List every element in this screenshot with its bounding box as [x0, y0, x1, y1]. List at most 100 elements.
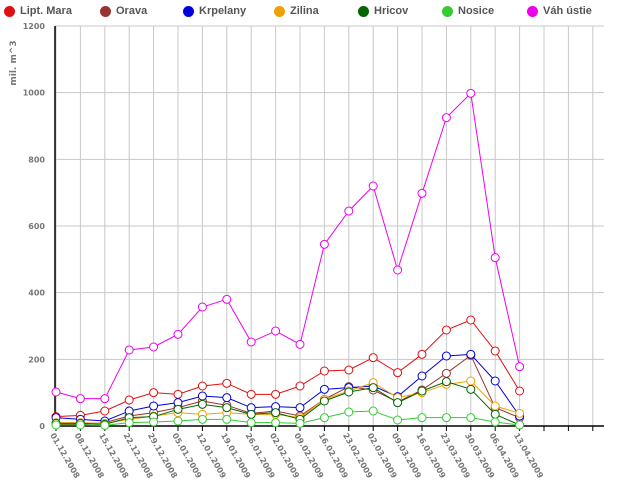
data-point [393, 398, 403, 408]
data-point [100, 394, 110, 404]
legend-item: Hricov [358, 4, 408, 18]
data-point [295, 339, 305, 349]
legend-label: Lipt. Mara [20, 5, 72, 17]
data-point [368, 181, 378, 191]
data-point [222, 393, 232, 403]
data-point [246, 409, 256, 419]
data-point [124, 418, 134, 428]
data-point [319, 366, 329, 376]
data-point [441, 413, 451, 423]
data-point [246, 389, 256, 399]
data-point [441, 377, 451, 387]
data-point [124, 345, 134, 355]
data-point [149, 342, 159, 352]
legend-marker [274, 5, 285, 17]
data-point [295, 403, 305, 413]
series-line [55, 92, 521, 400]
y-tick-label: 800 [28, 155, 45, 164]
legend-label: Krpelany [199, 5, 247, 17]
data-point [515, 386, 525, 396]
data-point [466, 376, 476, 386]
legend-item: Váh ústie [527, 4, 592, 18]
data-point [197, 381, 207, 391]
legend-label: Nosice [458, 5, 495, 17]
y-tick-label: 600 [28, 222, 45, 231]
data-point [319, 396, 329, 406]
data-point [490, 417, 500, 427]
legend-marker [100, 5, 111, 17]
data-point [149, 401, 159, 411]
y-tick-label: 1200 [23, 22, 46, 31]
y-tick-label: 0 [39, 422, 45, 431]
legend-marker [527, 5, 538, 17]
data-point [197, 302, 207, 312]
data-point [271, 418, 281, 428]
legend-marker [442, 5, 453, 17]
data-point [271, 326, 281, 336]
data-point [417, 413, 427, 423]
legend-item: Krpelany [183, 4, 246, 18]
data-point [197, 414, 207, 424]
data-point [344, 387, 354, 397]
data-point [393, 368, 403, 378]
legend-marker [4, 5, 15, 17]
data-point [75, 420, 85, 430]
data-point [515, 408, 525, 418]
data-point [515, 420, 525, 430]
data-point [515, 362, 525, 372]
data-point [295, 381, 305, 391]
data-point [466, 413, 476, 423]
data-point [173, 404, 183, 414]
data-point [222, 414, 232, 424]
legend-item: Orava [100, 4, 147, 18]
data-point [368, 353, 378, 363]
data-point [51, 420, 61, 430]
data-point [466, 315, 476, 325]
legend-label: Hricov [374, 5, 409, 17]
data-point [466, 384, 476, 394]
legend-label: Váh ústie [543, 5, 592, 17]
data-point [417, 188, 427, 198]
data-point [441, 351, 451, 361]
data-point [417, 386, 427, 396]
data-point [124, 395, 134, 405]
data-point [441, 113, 451, 123]
data-point [75, 394, 85, 404]
data-point [393, 415, 403, 425]
data-point [466, 349, 476, 359]
data-point [197, 391, 207, 401]
data-point [490, 253, 500, 263]
data-point [319, 413, 329, 423]
data-point [271, 389, 281, 399]
data-point [344, 407, 354, 417]
legend-label: Orava [116, 5, 148, 17]
data-point [222, 378, 232, 388]
data-point [173, 389, 183, 399]
data-point [100, 406, 110, 416]
data-point [417, 371, 427, 381]
data-point [173, 416, 183, 426]
data-point [490, 401, 500, 411]
y-axis-label: mil. m^3 [9, 40, 19, 85]
data-point [393, 265, 403, 275]
data-point [490, 409, 500, 419]
data-point [197, 399, 207, 409]
data-point [441, 325, 451, 335]
legend-item: Zilina [274, 4, 319, 18]
data-point [222, 294, 232, 304]
y-tick-label: 1000 [23, 89, 46, 98]
data-point [100, 420, 110, 430]
data-point [490, 376, 500, 386]
y-tick-label: 200 [28, 355, 45, 364]
data-point [441, 368, 451, 378]
data-point [149, 417, 159, 427]
data-point [173, 329, 183, 339]
legend-item: Nosice [442, 4, 494, 18]
data-point [149, 388, 159, 398]
data-point [368, 406, 378, 416]
legend-marker [183, 5, 194, 17]
legend-item: Lipt. Mara [4, 4, 72, 18]
data-point [466, 88, 476, 98]
data-point [295, 418, 305, 428]
